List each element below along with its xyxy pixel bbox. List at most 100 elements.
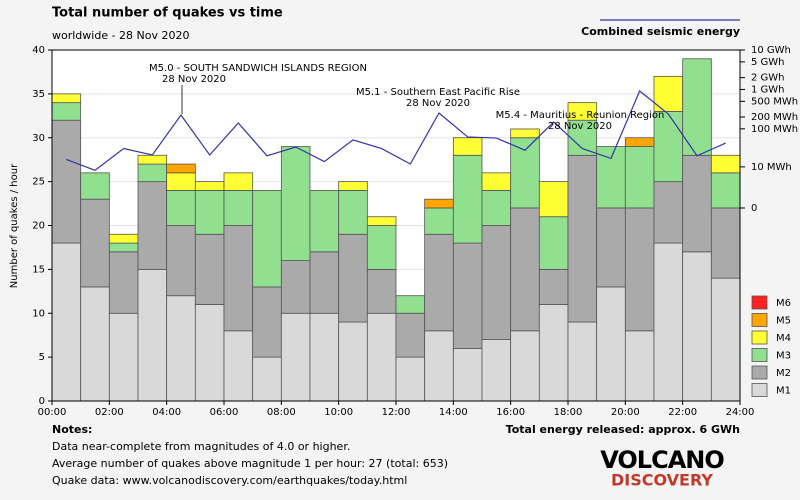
chart-subtitle: worldwide - 28 Nov 2020 [52,29,190,42]
bar-segment [108,242,139,253]
legend-swatch [751,313,768,327]
bar-segment [624,146,655,209]
bar-segment [194,181,225,191]
y-tick-label: 10 [32,308,45,319]
y-tick-label: 40 [32,45,45,56]
bar-segment [137,163,168,183]
bar-segment [596,286,626,402]
x-tick-label: 00:00 [38,407,67,418]
bar-segment [481,225,512,340]
bar-segment [108,312,139,402]
y2-tick-label: 1 GWh [751,84,785,95]
legend-label: M3 [776,351,791,362]
x-tick-label: 20:00 [611,407,640,418]
bar-segment [166,163,196,174]
bar-segment [710,277,741,402]
x-tick-label: 18:00 [554,407,583,418]
y2-tick-label: 500 MWh [751,96,798,107]
legend-label: M2 [776,368,791,379]
bar-segment [452,347,483,402]
y-tick-label: 20 [32,221,45,232]
bar-segment [653,111,684,183]
y2-tick-label: 10 GWh [751,45,791,56]
y2-tick-label: 5 GWh [751,57,785,68]
bar-segment [51,93,82,104]
bar-segment [682,154,712,253]
bar-segment [166,225,196,297]
bar-segment [710,154,741,174]
bar-segment [194,233,225,305]
bar-segment [424,207,454,235]
bar-segment [51,119,82,244]
y2-tick-label: 10 MWh [751,162,792,173]
annotation: M5.0 - SOUTH SANDWICH ISLANDS REGION [149,63,367,74]
legend-swatch [751,365,768,380]
bar-segment [252,189,282,288]
y-tick-label: 15 [32,264,45,275]
bar-segment [51,102,82,121]
logo-top: VOLCANO [600,446,724,474]
legend-swatch [751,348,768,362]
bar-segment [596,207,626,288]
bar-segment [510,330,540,402]
bar-segment [309,312,340,402]
bar-segment [252,286,282,358]
bar-segment [280,146,311,261]
bar-segment [137,268,168,402]
annotation-date: 28 Nov 2020 [548,121,612,132]
bar-segment [338,233,368,323]
y-tick-label: 5 [39,352,45,363]
bar-segment [567,102,598,121]
y-tick-label: 35 [32,89,45,100]
legend-swatch [751,383,768,397]
legend-label: M1 [776,386,791,397]
bar-segment [223,225,254,332]
bar-segment [596,146,626,209]
x-tick-label: 02:00 [95,407,124,418]
bar-segment [424,330,454,402]
bar-segment [137,181,168,270]
bar-segment [80,198,110,288]
bar-segment [653,181,684,244]
legend-swatch [751,295,768,310]
y-tick-label: 30 [32,133,45,144]
bar-segment [624,330,655,402]
y2-tick-label: 200 MWh [751,112,798,123]
bar-segment [452,154,483,244]
bar-segment [481,189,512,226]
bar-segment [108,251,139,314]
bar-segment [624,137,655,147]
bar-segment [338,189,368,235]
bar-segment [510,207,540,332]
total-energy: Total energy released: approx. 6 GWh [506,423,740,436]
bar-segment [424,233,454,332]
bar-segment [653,242,684,402]
x-tick-label: 10:00 [324,407,353,418]
bar-segment [366,225,397,270]
y2-tick-label: 2 GWh [751,73,785,84]
annotation: M5.4 - Mauritius - Reunion Region [496,110,665,121]
logo-bottom: DISCOVERY [611,471,713,490]
note: Average number of quakes above magnitude… [52,457,448,470]
bar-segment [567,154,598,323]
y-tick-label: 25 [32,177,45,188]
bar-segment [194,189,225,235]
bar-segment [80,286,110,402]
bar-segment [481,172,512,191]
x-tick-label: 22:00 [668,407,697,418]
annotation-date: 28 Nov 2020 [162,74,226,85]
y-tick-label: 0 [39,396,45,407]
bar-segment [223,189,254,226]
annotation-date: 28 Nov 2020 [406,98,470,109]
y2-tick-label: 100 MWh [751,124,798,135]
bar-segment [223,172,254,191]
bar-segment [682,58,712,156]
bar-segment [452,137,483,156]
bar-segment [366,216,397,226]
bar-segment [80,172,110,200]
bar-segment [51,242,82,402]
x-tick-label: 24:00 [726,407,755,418]
chart-title: Total number of quakes vs time [52,6,283,21]
bar-segment [166,295,196,402]
